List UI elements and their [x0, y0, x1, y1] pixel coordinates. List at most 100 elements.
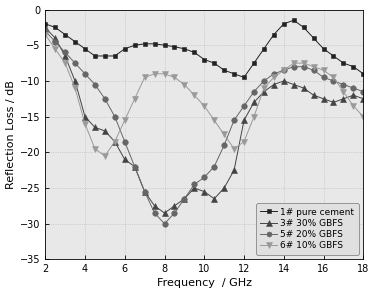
6# 10% GBFS	[162, 72, 167, 76]
5# 20% GBFS	[302, 65, 306, 69]
5# 20% GBFS	[43, 29, 48, 33]
6# 10% GBFS	[291, 61, 296, 65]
1# pure cement	[73, 40, 77, 44]
6# 10% GBFS	[351, 104, 355, 108]
1# pure cement	[192, 51, 196, 54]
Line: 3# 30% GBFS: 3# 30% GBFS	[42, 24, 366, 216]
3# 30% GBFS	[93, 126, 97, 129]
6# 10% GBFS	[93, 147, 97, 151]
6# 10% GBFS	[331, 76, 336, 79]
5# 20% GBFS	[63, 51, 68, 54]
5# 20% GBFS	[331, 79, 336, 83]
3# 30% GBFS	[162, 211, 167, 215]
6# 10% GBFS	[123, 118, 127, 122]
5# 20% GBFS	[83, 72, 87, 76]
6# 10% GBFS	[132, 97, 137, 101]
6# 10% GBFS	[321, 69, 326, 72]
3# 30% GBFS	[43, 26, 48, 29]
5# 20% GBFS	[123, 140, 127, 143]
1# pure cement	[311, 36, 316, 40]
1# pure cement	[132, 44, 137, 47]
3# 30% GBFS	[282, 79, 286, 83]
6# 10% GBFS	[172, 76, 177, 79]
3# 30% GBFS	[291, 83, 296, 86]
6# 10% GBFS	[103, 154, 107, 158]
1# pure cement	[331, 54, 336, 58]
6# 10% GBFS	[262, 86, 266, 90]
1# pure cement	[341, 61, 346, 65]
5# 20% GBFS	[222, 143, 226, 147]
3# 30% GBFS	[331, 101, 336, 104]
5# 20% GBFS	[103, 97, 107, 101]
6# 10% GBFS	[152, 72, 157, 76]
3# 30% GBFS	[73, 79, 77, 83]
5# 20% GBFS	[202, 176, 207, 179]
3# 30% GBFS	[361, 97, 366, 101]
6# 10% GBFS	[182, 83, 187, 86]
6# 10% GBFS	[83, 122, 87, 126]
1# pure cement	[262, 47, 266, 51]
1# pure cement	[53, 26, 57, 29]
3# 30% GBFS	[103, 129, 107, 133]
5# 20% GBFS	[132, 165, 137, 168]
3# 30% GBFS	[112, 140, 117, 143]
3# 30% GBFS	[142, 190, 147, 193]
6# 10% GBFS	[311, 65, 316, 69]
5# 20% GBFS	[112, 115, 117, 118]
1# pure cement	[93, 54, 97, 58]
1# pure cement	[43, 22, 48, 26]
1# pure cement	[63, 33, 68, 36]
6# 10% GBFS	[192, 93, 196, 97]
3# 30% GBFS	[53, 36, 57, 40]
5# 20% GBFS	[262, 79, 266, 83]
3# 30% GBFS	[272, 83, 276, 86]
1# pure cement	[112, 54, 117, 58]
3# 30% GBFS	[311, 93, 316, 97]
5# 20% GBFS	[73, 61, 77, 65]
5# 20% GBFS	[172, 211, 177, 215]
3# 30% GBFS	[302, 86, 306, 90]
3# 30% GBFS	[83, 115, 87, 118]
3# 30% GBFS	[202, 190, 207, 193]
3# 30% GBFS	[182, 197, 187, 201]
5# 20% GBFS	[232, 118, 236, 122]
1# pure cement	[83, 47, 87, 51]
6# 10% GBFS	[272, 76, 276, 79]
1# pure cement	[272, 33, 276, 36]
3# 30% GBFS	[152, 204, 157, 208]
3# 30% GBFS	[341, 97, 346, 101]
5# 20% GBFS	[162, 222, 167, 225]
5# 20% GBFS	[311, 69, 316, 72]
3# 30% GBFS	[232, 168, 236, 172]
1# pure cement	[291, 19, 296, 22]
Y-axis label: Reflection Loss / dB: Reflection Loss / dB	[6, 80, 15, 189]
5# 20% GBFS	[142, 190, 147, 193]
5# 20% GBFS	[282, 69, 286, 72]
5# 20% GBFS	[152, 211, 157, 215]
6# 10% GBFS	[242, 140, 246, 143]
1# pure cement	[123, 47, 127, 51]
3# 30% GBFS	[172, 204, 177, 208]
3# 30% GBFS	[132, 165, 137, 168]
5# 20% GBFS	[291, 65, 296, 69]
1# pure cement	[282, 22, 286, 26]
6# 10% GBFS	[252, 115, 256, 118]
6# 10% GBFS	[212, 118, 216, 122]
3# 30% GBFS	[212, 197, 216, 201]
3# 30% GBFS	[192, 186, 196, 190]
1# pure cement	[182, 47, 187, 51]
6# 10% GBFS	[73, 86, 77, 90]
Line: 1# pure cement: 1# pure cement	[43, 18, 366, 80]
3# 30% GBFS	[351, 93, 355, 97]
3# 30% GBFS	[242, 118, 246, 122]
1# pure cement	[222, 69, 226, 72]
1# pure cement	[361, 72, 366, 76]
Line: 5# 20% GBFS: 5# 20% GBFS	[42, 28, 366, 226]
Line: 6# 10% GBFS: 6# 10% GBFS	[42, 31, 366, 159]
6# 10% GBFS	[232, 147, 236, 151]
6# 10% GBFS	[341, 90, 346, 93]
1# pure cement	[172, 45, 177, 49]
5# 20% GBFS	[361, 90, 366, 93]
3# 30% GBFS	[222, 186, 226, 190]
6# 10% GBFS	[202, 104, 207, 108]
